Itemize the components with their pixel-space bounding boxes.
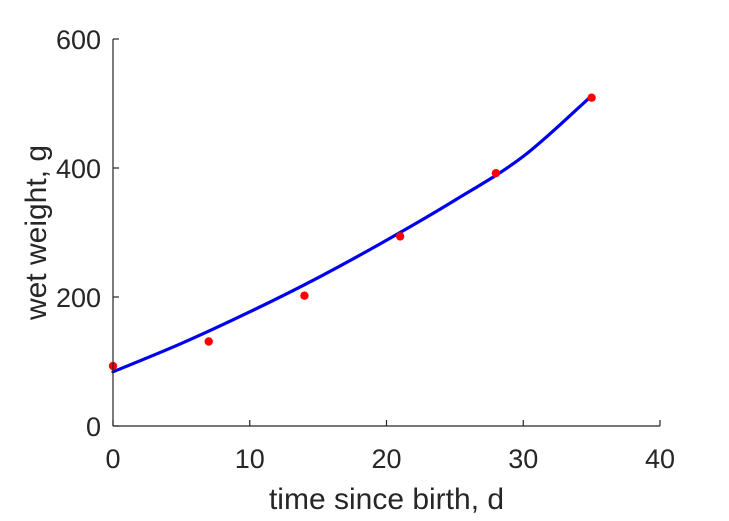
plot-area [108, 93, 596, 374]
data-point [491, 168, 501, 178]
data-point [395, 232, 405, 241]
data-point [587, 93, 596, 102]
y-axis-title: wet weight, g [20, 145, 53, 321]
x-tick-label: 10 [235, 444, 265, 474]
y-tick-label: 600 [56, 25, 101, 55]
y-tick-label: 400 [56, 154, 101, 184]
y-tick-label: 200 [56, 283, 101, 313]
fit-curve-line [111, 94, 594, 374]
data-point [300, 291, 309, 300]
y-tick-label: 0 [86, 412, 101, 442]
x-tick-label: 0 [105, 444, 120, 474]
data-point [204, 337, 213, 346]
x-axis-title: time since birth, d [269, 483, 504, 516]
x-tick-label: 20 [371, 444, 401, 474]
x-tick-label: 30 [508, 444, 538, 474]
x-tick-label: 40 [645, 444, 675, 474]
